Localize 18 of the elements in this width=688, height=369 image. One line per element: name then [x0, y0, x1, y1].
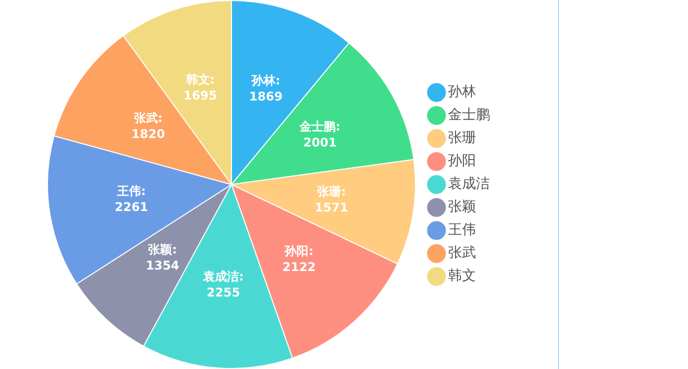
legend-label: 孙林 — [448, 84, 476, 100]
data-label: 孙林: 1869 — [249, 73, 283, 104]
data-label: 金士鹏: 2001 — [298, 119, 340, 150]
legend-label: 张武 — [448, 245, 476, 262]
legend-label: 张颖 — [448, 199, 476, 216]
data-label: 袁成洁: 2255 — [202, 270, 244, 300]
legend-label: 王伟 — [448, 222, 476, 238]
legend-label: 袁成洁 — [448, 176, 490, 192]
data-label: 韩文: 1695 — [184, 72, 217, 102]
data-label: 张颖: 1354 — [146, 242, 180, 273]
data-label: 张武: 1820 — [132, 111, 165, 142]
data-label: 孙阳: 2122 — [282, 244, 316, 274]
legend-label: 金士鹏 — [448, 107, 490, 124]
data-label: 王伟: 2261 — [114, 184, 148, 214]
legend-label: 韩文 — [448, 268, 476, 284]
legend-label: 张珊 — [448, 130, 476, 146]
data-label: 张珊: 1571 — [314, 184, 348, 214]
legend-label: 孙阳 — [448, 153, 476, 170]
